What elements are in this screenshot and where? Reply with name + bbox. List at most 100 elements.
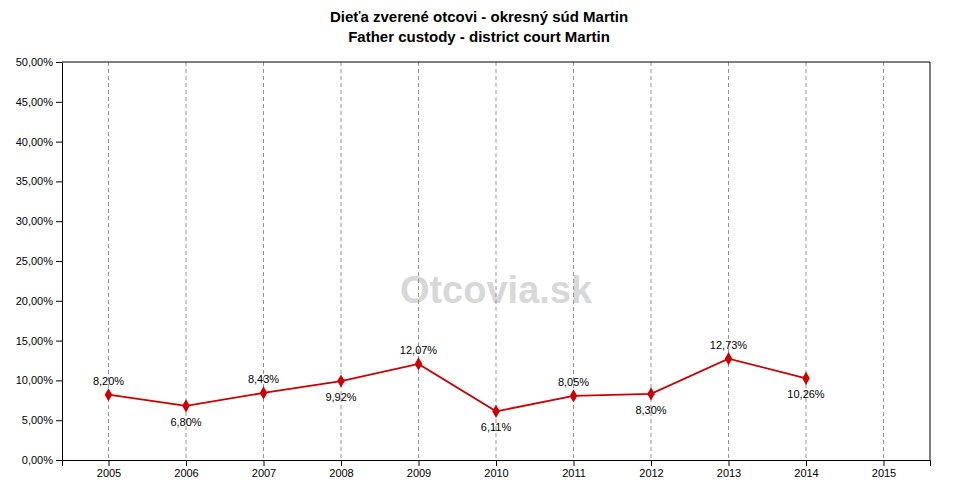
data-label: 12,07% <box>400 344 438 356</box>
data-label: 6,11% <box>481 421 512 433</box>
tick-label: 35,00% <box>16 175 54 187</box>
tick: 2009 <box>407 460 431 479</box>
tick-label: 20,00% <box>16 295 54 307</box>
marker <box>415 357 423 370</box>
tick-mark <box>56 420 62 421</box>
tick-label: 2012 <box>639 467 663 479</box>
tick-label: 50,00% <box>16 56 54 68</box>
marker <box>260 386 268 399</box>
data-label: 8,05% <box>558 376 589 388</box>
marker <box>337 374 345 387</box>
x-axis: 2005 2006 2007 2008 2009 2010 2011 2012 2013 2014… <box>63 460 931 479</box>
data-label: 8,43% <box>248 373 279 385</box>
title: Dieťa zverené otcovi - okresný súd Marti… <box>330 8 628 25</box>
tick-label: 2008 <box>329 467 353 479</box>
tick: 2006 <box>174 460 198 479</box>
frame <box>930 62 931 460</box>
tick-mark <box>341 460 342 466</box>
tick-mark <box>264 460 265 466</box>
tick-label: 2015 <box>872 467 896 479</box>
tick: 10,00% <box>16 374 62 386</box>
tick-mark <box>56 181 62 182</box>
tick: 5,00% <box>22 414 62 426</box>
grid-line <box>263 62 264 460</box>
tick-mark <box>496 460 497 466</box>
tick: 2011 <box>562 460 586 479</box>
tick-mark <box>729 460 730 466</box>
tick-label: 40,00% <box>16 136 54 148</box>
tick-label: 2009 <box>407 467 431 479</box>
marker <box>105 388 113 401</box>
y-axis: 0,00% 5,00% 10,00% 15,00% 20,00% 25,00% 30,00%… <box>16 56 63 466</box>
tick-mark <box>56 62 62 63</box>
tick: 2010 <box>484 460 508 479</box>
line <box>109 359 807 412</box>
tick: 2008 <box>329 460 353 479</box>
tick: 0,00% <box>22 454 62 466</box>
grid-line <box>883 62 884 460</box>
tick-label: 0,00% <box>22 454 53 466</box>
data-labels: 8,20% 6,80% 8,43% 9,92% 12,07% 6,11% 8,05% 8,30… <box>93 339 825 434</box>
grid-line <box>418 62 419 460</box>
tick-mark <box>806 460 807 466</box>
tick-label: 2010 <box>484 467 508 479</box>
grid-line <box>728 62 729 460</box>
tick-mark <box>56 102 62 103</box>
tick-mark <box>56 142 62 143</box>
tick: 2015 <box>872 460 896 479</box>
tick-mark <box>884 460 885 466</box>
tick-mark <box>109 460 110 466</box>
tick: 20,00% <box>16 295 62 307</box>
series <box>105 352 810 418</box>
data-label: 9,92% <box>325 391 356 403</box>
tick-label: 45,00% <box>16 96 54 108</box>
data-label: 6,80% <box>170 416 201 428</box>
tick-label: 5,00% <box>22 414 53 426</box>
tick-label: 2006 <box>174 467 198 479</box>
marker <box>492 405 500 418</box>
tick: 25,00% <box>16 255 62 267</box>
tick: 2012 <box>639 460 663 479</box>
data-label: 10,26% <box>787 388 825 400</box>
data-label: 8,20% <box>93 375 124 387</box>
marker <box>570 389 578 402</box>
tick: 30,00% <box>16 215 62 227</box>
marker <box>725 352 733 365</box>
data-label: 12,73% <box>710 339 748 351</box>
data-label: 8,30% <box>635 404 666 416</box>
tick-label: 2011 <box>562 467 586 479</box>
axis-line <box>63 461 931 467</box>
tick-label: 30,00% <box>16 215 54 227</box>
subtitle: Father custody - district court Martin <box>348 28 610 45</box>
tick: 15,00% <box>16 335 62 347</box>
tick-mark <box>651 460 652 466</box>
tick-label: 2013 <box>717 467 741 479</box>
marker <box>647 387 655 400</box>
tick-mark <box>56 221 62 222</box>
tick: 2014 <box>794 460 818 479</box>
grid <box>109 62 884 460</box>
tick: 35,00% <box>16 175 62 187</box>
marker <box>802 372 810 385</box>
tick-mark <box>56 261 62 262</box>
tick-label: 15,00% <box>16 335 54 347</box>
tick: 2007 <box>252 460 276 479</box>
tick-label: 2014 <box>794 467 818 479</box>
tick-mark <box>56 341 62 342</box>
tick-mark <box>419 460 420 466</box>
plot: Otcovia.sk200520062007200820092010201120… <box>16 56 931 479</box>
tick-mark <box>186 460 187 466</box>
tick-mark <box>574 460 575 466</box>
tick-mark <box>56 460 62 461</box>
tick-label: 10,00% <box>16 374 54 386</box>
chart: Dieťa zverené otcovi - okresný súd Marti… <box>0 0 958 496</box>
marker <box>182 399 190 412</box>
frame <box>62 62 930 63</box>
tick-mark <box>56 301 62 302</box>
tick: 45,00% <box>16 96 62 108</box>
tick: 50,00% <box>16 56 62 68</box>
axis-line <box>56 63 63 461</box>
tick-label: 2005 <box>97 467 121 479</box>
tick-label: 2007 <box>252 467 276 479</box>
tick: 40,00% <box>16 136 62 148</box>
